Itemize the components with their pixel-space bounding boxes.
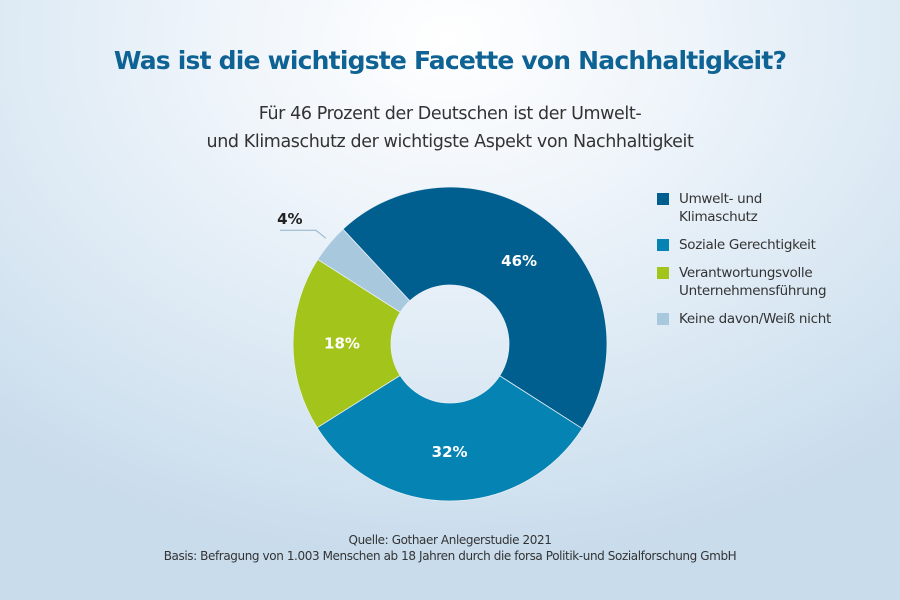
legend-label: Soziale Gerechtigkeit	[679, 236, 816, 254]
legend-label: Umwelt- und Klimaschutz	[679, 190, 762, 226]
legend-label-line: Keine davon/Weiß nicht	[679, 311, 831, 327]
donut-slice-2	[292, 258, 401, 429]
legend-item-keine: Keine davon/Weiß nicht	[657, 310, 877, 328]
basis-note: Basis: Befragung von 1.003 Menschen ab 1…	[163, 549, 737, 563]
source-note: Quelle: Gothaer Anlegerstudie 2021	[348, 533, 552, 547]
legend-label-line: Soziale Gerechtigkeit	[679, 237, 816, 253]
legend: Umwelt- und Klimaschutz Soziale Gerechti…	[657, 190, 877, 338]
chart-subtitle: Für 46 Prozent der Deutschen ist der Umw…	[0, 100, 900, 156]
slice-label-0: 46%	[501, 252, 537, 270]
footer: Quelle: Gothaer Anlegerstudie 2021 Basis…	[0, 532, 900, 564]
slice-label-2: 18%	[324, 335, 360, 353]
donut-slices	[292, 186, 608, 502]
legend-swatch	[657, 313, 669, 325]
chart-title: Was ist die wichtigste Facette von Nachh…	[113, 46, 787, 75]
legend-item-unternehmen: Verantwortungsvolle Unternehmensführung	[657, 264, 877, 300]
legend-label-line: Verantwortungsvolle	[679, 265, 813, 281]
donut-labels: 46% 32% 18% 4%	[277, 210, 537, 461]
legend-label: Keine davon/Weiß nicht	[679, 310, 831, 328]
subtitle-line-2: und Klimaschutz der wichtigste Aspekt vo…	[206, 132, 694, 152]
donut-slice-0	[342, 186, 608, 430]
leader-line	[279, 229, 327, 239]
legend-swatch	[657, 267, 669, 279]
legend-label-line: Klimaschutz	[679, 209, 758, 225]
legend-swatch	[657, 193, 669, 205]
slice-label-3: 4%	[277, 210, 302, 228]
slice-label-1: 32%	[432, 443, 468, 461]
subtitle-line-1: Für 46 Prozent der Deutschen ist der Umw…	[258, 104, 642, 124]
legend-swatch	[657, 239, 669, 251]
donut-slice-1	[316, 374, 583, 502]
legend-item-umwelt: Umwelt- und Klimaschutz	[657, 190, 877, 226]
legend-label: Verantwortungsvolle Unternehmensführung	[679, 264, 827, 300]
donut-slice-3	[317, 228, 411, 313]
legend-label-line: Unternehmensführung	[679, 283, 827, 299]
legend-label-line: Umwelt- und	[679, 191, 762, 207]
legend-item-sozial: Soziale Gerechtigkeit	[657, 236, 877, 254]
